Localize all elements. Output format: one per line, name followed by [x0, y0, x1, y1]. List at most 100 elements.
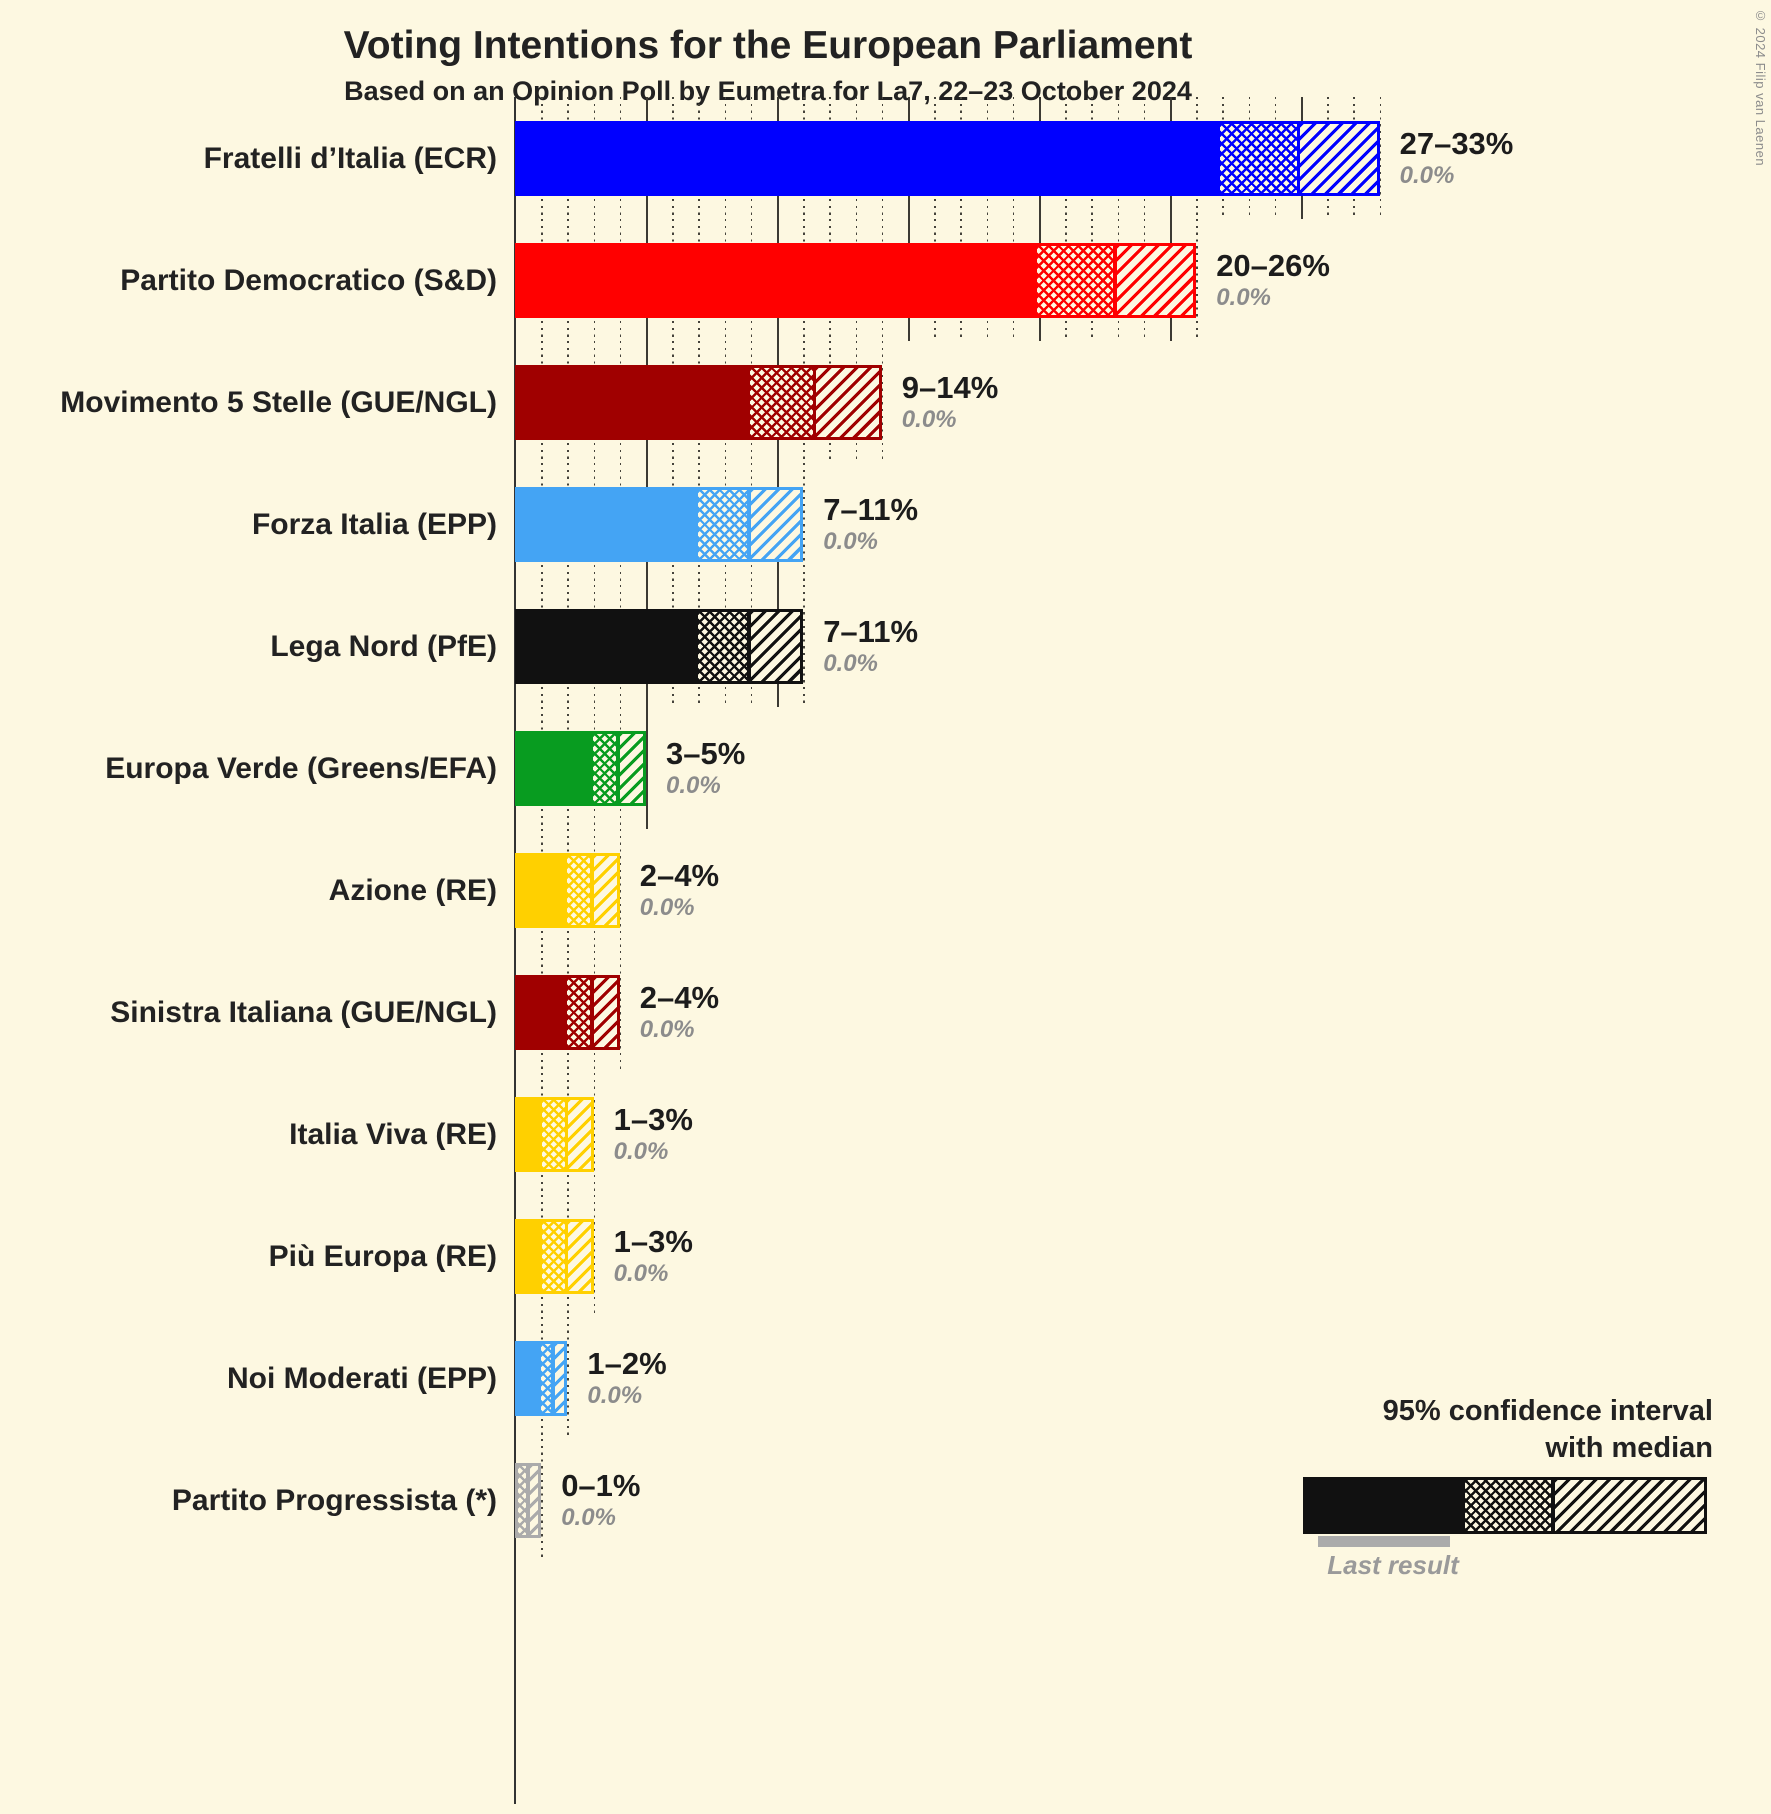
ci-diagonal-segment — [552, 1343, 565, 1413]
median-line — [1296, 123, 1301, 193]
last-result-value: 0.0% — [639, 893, 695, 921]
ci-crosshatch-segment — [542, 1099, 567, 1169]
last-result-value: 0.0% — [823, 527, 878, 555]
median-line — [550, 1343, 555, 1413]
value-labels: 1–3% 0.0% — [614, 1097, 693, 1172]
ci-diagonal-segment — [528, 1465, 539, 1535]
minor-gridline — [593, 1195, 596, 1317]
legend-last-result-marker — [1318, 1536, 1450, 1547]
confidence-interval-label: 7–11% — [823, 492, 919, 528]
confidence-bar — [515, 1218, 594, 1294]
ci-crosshatch-segment — [1220, 123, 1299, 193]
minor-gridline — [1196, 219, 1198, 341]
ci-diagonal-segment — [618, 733, 643, 803]
confidence-bar — [515, 120, 1380, 196]
chart-row: Europa Verde (Greens/EFA) 3–5% 0.0% — [0, 707, 1771, 829]
chart-row: Italia Viva (RE) 1–3% 0.0% — [0, 1073, 1771, 1195]
y-axis-line — [513, 97, 517, 1804]
value-labels: 7–11% 0.0% — [823, 609, 918, 684]
confidence-interval-label: 0–1% — [561, 1468, 641, 1504]
copyright-watermark: © 2024 Filip van Laenen — [1753, 8, 1768, 167]
value-labels: 1–3% 0.0% — [614, 1219, 693, 1294]
confidence-bar — [515, 242, 1197, 318]
party-label: Europa Verde (Greens/EFA) — [105, 751, 497, 785]
value-labels: 1–2% 0.0% — [587, 1341, 666, 1416]
legend-last-result-label: Last result — [1327, 1550, 1459, 1580]
party-label: Fratelli d’Italia (ECR) — [203, 141, 497, 175]
value-labels: 7–11% 0.0% — [823, 487, 918, 562]
last-result-value: 0.0% — [639, 1015, 695, 1043]
ci-solid-segment — [518, 123, 1221, 193]
ci-diagonal-segment — [1298, 123, 1377, 193]
median-line — [590, 977, 594, 1047]
median-line — [564, 1099, 569, 1169]
confidence-bar — [515, 608, 804, 684]
median-line — [590, 855, 594, 925]
minor-gridline — [1379, 97, 1382, 219]
ci-solid-segment — [518, 733, 593, 803]
value-labels: 2–4% 0.0% — [640, 975, 719, 1050]
minor-gridline — [803, 585, 805, 707]
major-gridline — [646, 707, 648, 829]
party-label: Italia Viva (RE) — [289, 1117, 497, 1151]
median-line — [812, 367, 817, 437]
minor-gridline — [567, 1317, 569, 1439]
value-labels: 9–14% 0.0% — [902, 365, 999, 440]
last-result-value: 0.0% — [1216, 283, 1271, 311]
confidence-interval-label: 1–3% — [613, 1102, 693, 1138]
confidence-bar — [515, 1340, 568, 1416]
ci-crosshatch-segment — [697, 489, 749, 559]
last-result-value: 0.0% — [613, 1259, 669, 1287]
ci-solid-segment — [518, 611, 698, 681]
party-label: Forza Italia (EPP) — [251, 507, 497, 541]
minor-gridline — [593, 1073, 596, 1195]
median-line — [564, 1221, 569, 1291]
last-result-value: 0.0% — [587, 1381, 643, 1409]
last-result-value: 0.0% — [901, 405, 957, 433]
ci-diagonal-segment — [748, 489, 801, 559]
ci-crosshatch-segment — [567, 855, 593, 925]
confidence-bar — [515, 364, 882, 440]
value-labels: 3–5% 0.0% — [666, 731, 745, 806]
ci-crosshatch-segment — [541, 1343, 553, 1413]
chart-row: Fratelli d’Italia (ECR) 27–33% 0.0% — [0, 97, 1771, 219]
legend-solid-segment — [1306, 1480, 1466, 1531]
ci-crosshatch-segment — [567, 977, 593, 1047]
ci-solid-segment — [518, 855, 568, 925]
minor-gridline — [881, 341, 884, 463]
value-labels: 2–4% 0.0% — [640, 853, 719, 928]
chart-row: Partito Democratico (S&D) 20–26% 0.0% — [0, 219, 1771, 341]
legend-title-line1: 95% confidence interval — [1382, 1395, 1713, 1427]
confidence-interval-label: 3–5% — [666, 736, 746, 772]
chart-row: Lega Nord (PfE) 7–11% 0.0% — [0, 585, 1771, 707]
last-result-value: 0.0% — [1399, 161, 1455, 189]
confidence-bar — [515, 1096, 594, 1172]
chart-title: Voting Intentions for the European Parli… — [343, 24, 1193, 67]
legend-title-line2: with median — [1545, 1432, 1713, 1464]
confidence-bar — [515, 974, 620, 1050]
confidence-interval-label: 27–33% — [1399, 126, 1514, 162]
median-line — [526, 1465, 530, 1535]
confidence-bar — [515, 1462, 542, 1538]
ci-crosshatch-segment — [518, 1465, 529, 1535]
ci-solid-segment — [518, 977, 568, 1047]
value-labels: 0–1% 0.0% — [561, 1463, 640, 1538]
ci-solid-segment — [518, 1343, 542, 1413]
party-label: Movimento 5 Stelle (GUE/NGL) — [60, 385, 497, 419]
ci-diagonal-segment — [566, 1099, 591, 1169]
ci-diagonal-segment — [592, 855, 617, 925]
confidence-interval-label: 9–14% — [901, 370, 999, 406]
party-label: Più Europa (RE) — [268, 1239, 497, 1273]
confidence-bar — [515, 730, 646, 806]
median-line — [1113, 245, 1118, 315]
ci-solid-segment — [518, 1099, 543, 1169]
chart-row: Più Europa (RE) 1–3% 0.0% — [0, 1195, 1771, 1317]
party-label: Noi Moderati (EPP) — [226, 1361, 497, 1395]
legend: 95% confidence interval with median Last… — [1273, 1395, 1713, 1610]
ci-diagonal-segment — [748, 611, 801, 681]
chart-subtitle: Based on an Opinion Poll by Eumetra for … — [344, 76, 1192, 106]
chart-row: Movimento 5 Stelle (GUE/NGL) 9–14% 0.0% — [0, 341, 1771, 463]
chart-row: Noi Moderati (EPP) 1–2% 0.0% — [0, 1317, 1771, 1439]
